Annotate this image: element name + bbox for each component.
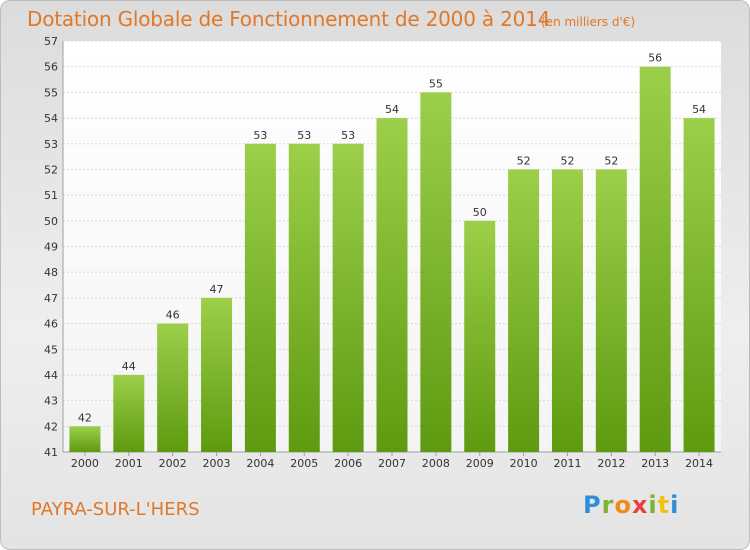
x-tick-label-2011: 2011 xyxy=(553,457,581,470)
proxiti-logo: Proxiti xyxy=(583,491,680,519)
bar-2004 xyxy=(244,143,276,452)
x-tick-label-2009: 2009 xyxy=(466,457,494,470)
bar-2009 xyxy=(464,220,496,452)
bar-2005 xyxy=(288,143,320,452)
y-tick-label: 54 xyxy=(44,112,58,125)
x-tick-label-2010: 2010 xyxy=(510,457,538,470)
y-tick-label: 49 xyxy=(44,241,58,254)
value-label-2012: 52 xyxy=(604,154,618,167)
value-label-2001: 44 xyxy=(122,360,136,373)
commune-name: PAYRA-SUR-L'HERS xyxy=(31,499,200,520)
y-tick-label: 55 xyxy=(44,86,58,99)
value-label-2004: 53 xyxy=(253,129,267,142)
x-tick-label-2002: 2002 xyxy=(159,457,187,470)
value-label-2002: 46 xyxy=(166,309,180,322)
y-tick-label: 53 xyxy=(44,138,58,151)
x-tick-label-2005: 2005 xyxy=(290,457,318,470)
x-tick-label-2008: 2008 xyxy=(422,457,450,470)
bar-2012 xyxy=(595,169,627,452)
bar-2003 xyxy=(201,297,233,452)
bar-2002 xyxy=(157,323,189,452)
y-tick-label: 47 xyxy=(44,292,58,305)
x-tick-label-2012: 2012 xyxy=(597,457,625,470)
value-label-2008: 55 xyxy=(429,77,443,90)
y-tick-label: 52 xyxy=(44,163,58,176)
bar-2011 xyxy=(551,169,583,452)
bar-2007 xyxy=(376,118,408,452)
y-tick-label: 50 xyxy=(44,215,58,228)
x-tick-label-2001: 2001 xyxy=(115,457,143,470)
y-tick-label: 48 xyxy=(44,266,58,279)
y-tick-label: 42 xyxy=(44,420,58,433)
bar-2006 xyxy=(332,143,364,452)
y-tick-label: 56 xyxy=(44,61,58,74)
bar-2001 xyxy=(113,374,145,452)
value-label-2005: 53 xyxy=(297,129,311,142)
value-label-2014: 54 xyxy=(692,103,706,116)
bar-2014 xyxy=(683,118,715,452)
x-tick-label-2013: 2013 xyxy=(641,457,669,470)
x-tick-label-2007: 2007 xyxy=(378,457,406,470)
chart-title: Dotation Globale de Fonctionnement de 20… xyxy=(27,7,551,31)
bar-2010 xyxy=(508,169,540,452)
bar-2000 xyxy=(69,426,101,452)
bar-2013 xyxy=(639,66,671,452)
y-tick-label: 41 xyxy=(44,446,58,459)
value-label-2007: 54 xyxy=(385,103,399,116)
y-tick-label: 46 xyxy=(44,318,58,331)
x-tick-label-2003: 2003 xyxy=(203,457,231,470)
value-label-2006: 53 xyxy=(341,129,355,142)
y-tick-label: 43 xyxy=(44,395,58,408)
y-tick-label: 51 xyxy=(44,189,58,202)
x-tick-label-2014: 2014 xyxy=(685,457,713,470)
y-tick-label: 44 xyxy=(44,369,58,382)
x-tick-label-2006: 2006 xyxy=(334,457,362,470)
value-label-2009: 50 xyxy=(473,206,487,219)
y-tick-label: 45 xyxy=(44,343,58,356)
value-label-2010: 52 xyxy=(517,154,531,167)
chart-unit: (en milliers d'€) xyxy=(541,15,636,29)
x-tick-label-2004: 2004 xyxy=(246,457,274,470)
value-label-2013: 56 xyxy=(648,52,662,65)
x-tick-label-2000: 2000 xyxy=(71,457,99,470)
value-label-2011: 52 xyxy=(560,154,574,167)
value-label-2003: 47 xyxy=(210,283,224,296)
bar-2008 xyxy=(420,92,452,452)
value-label-2000: 42 xyxy=(78,411,92,424)
y-tick-label: 57 xyxy=(44,35,58,48)
